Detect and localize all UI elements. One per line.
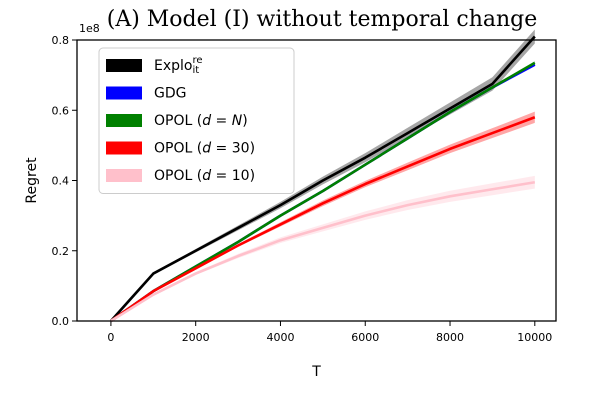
x-tick-label: 8000 <box>436 331 464 344</box>
legend-swatch-4 <box>106 169 142 182</box>
legend-swatch-1 <box>106 87 142 100</box>
x-tick-label: 4000 <box>266 331 294 344</box>
x-tick-label: 2000 <box>182 331 210 344</box>
y-tick-label: 0.8 <box>52 34 70 47</box>
legend-label-4: OPOL (d = 10) <box>154 168 255 184</box>
chart-title: (A) Model (I) without temporal change <box>107 7 538 32</box>
legend-label-0: Explore it <box>154 55 203 76</box>
legend-label-2: OPOL (d = N) <box>154 113 248 129</box>
y-tick-label: 0.6 <box>52 104 70 117</box>
y-tick-label: 0.4 <box>52 175 70 188</box>
y-offset-label: 1e8 <box>79 22 100 35</box>
legend-swatch-0 <box>106 59 142 72</box>
x-tick-label: 6000 <box>351 331 379 344</box>
legend-swatch-2 <box>106 114 142 127</box>
legend-label-3: OPOL (d = 30) <box>154 141 255 157</box>
legend-swatch-3 <box>106 142 142 155</box>
legend: Explore it GDG OPOL (d = N) OPOL (d = 30) OPO… <box>99 48 294 194</box>
legend-label-1: GDG <box>154 86 186 102</box>
x-tick-label: 10000 <box>517 331 552 344</box>
x-tick-label: 0 <box>107 331 114 344</box>
y-tick-label: 0.2 <box>52 245 70 258</box>
y-axis-label: Regret <box>24 157 40 204</box>
series-band-4 <box>111 176 535 321</box>
x-axis-label: T <box>311 364 321 380</box>
y-tick-label: 0.0 <box>52 315 70 328</box>
